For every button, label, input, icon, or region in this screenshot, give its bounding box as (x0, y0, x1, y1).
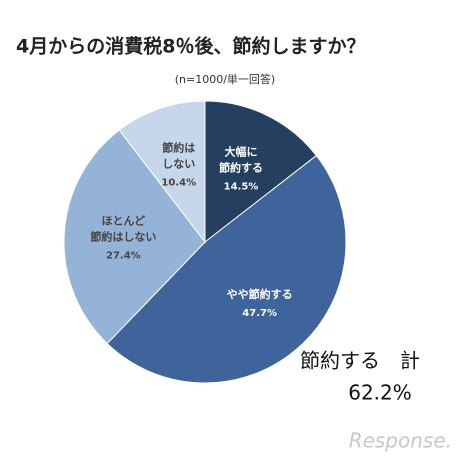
value-label: 14.5% (224, 182, 259, 193)
annotation-total: 62.2% (348, 381, 412, 405)
slice-label: 大幅に節約する (219, 145, 263, 175)
slice-label: 節約はしない (162, 141, 195, 171)
chart-subtitle: (n=1000/単一回答) (175, 72, 275, 86)
annotation-text: 節約する 計 (300, 349, 420, 373)
pie-slice (63, 129, 206, 345)
pie-slice (204, 100, 318, 244)
slice-label: ほとんど節約はしない (90, 214, 156, 243)
value-label: 47.7% (242, 308, 277, 319)
watermark: Response. (349, 429, 452, 453)
value-label: 10.4% (161, 178, 196, 189)
chart-title: 4月からの消費税8％後、節約しますか？ (16, 35, 365, 58)
slice-label: やや節約する (227, 287, 293, 301)
value-label: 27.4% (106, 250, 141, 261)
pie-slice (118, 100, 206, 244)
pie-slice (106, 154, 347, 384)
